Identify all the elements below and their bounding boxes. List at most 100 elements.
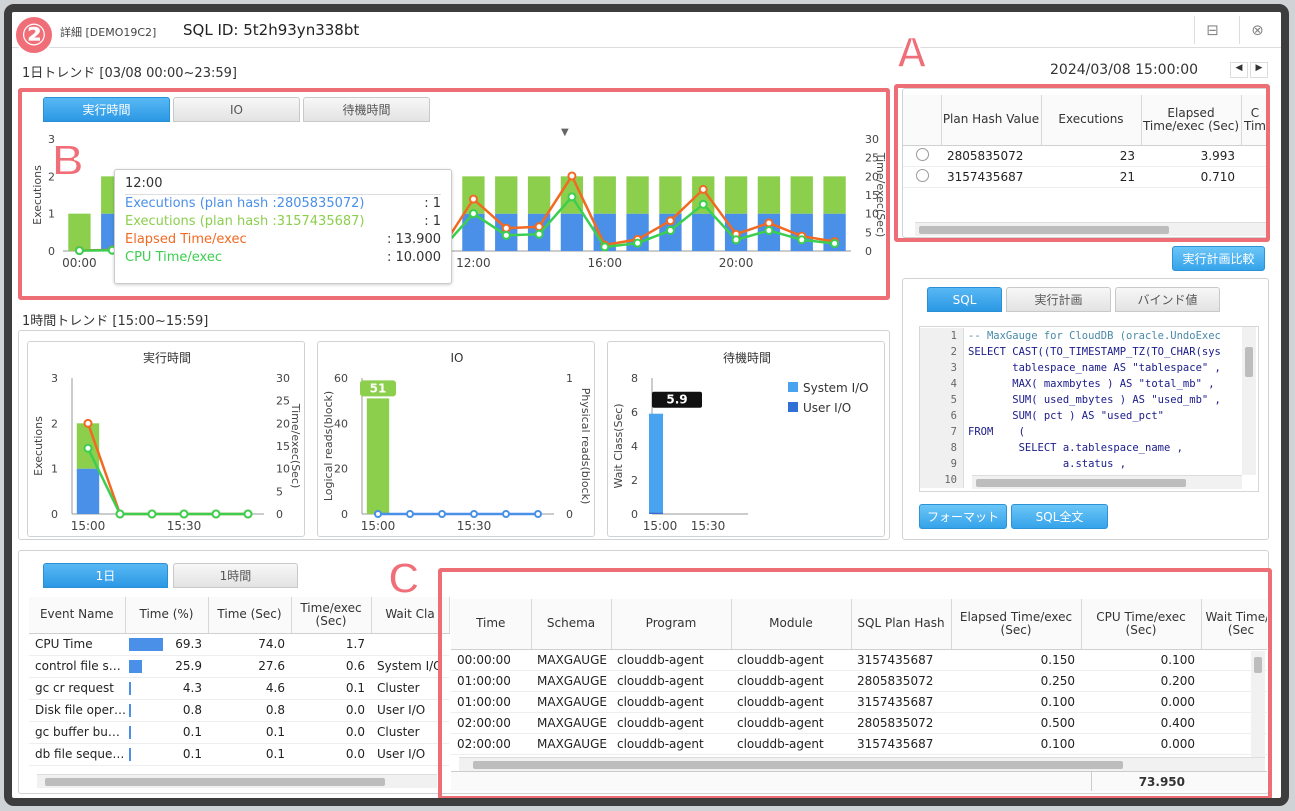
bar-plan-3157435687	[692, 176, 715, 214]
history-cell	[1201, 649, 1267, 671]
history-col-header: CPU Time/exec (Sec)	[1081, 599, 1202, 650]
event-hscrollbar[interactable]	[37, 774, 437, 788]
point-elapsed	[567, 171, 577, 181]
history-row[interactable]: 01:00:00 MAXGAUGE clouddb-agent clouddb-age…	[451, 670, 1267, 692]
radio-button[interactable]	[915, 147, 929, 161]
event-row[interactable]: gc cr request 4.3 4.6 0.1 Cluster	[29, 677, 449, 700]
history-cell	[1201, 691, 1267, 713]
history-row[interactable]: 02:00:00 MAXGAUGE clouddb-agent clouddb-age…	[451, 712, 1267, 734]
col-cpu: C Tim	[1241, 95, 1270, 146]
tab-exec-plan[interactable]: 実行計画	[1006, 287, 1111, 312]
point-cpu	[731, 235, 741, 245]
plan-hscrollbar[interactable]	[915, 222, 1267, 236]
history-cell	[1201, 670, 1267, 692]
y-tick-left: 3	[48, 133, 55, 146]
history-row[interactable]: 02:00:00 MAXGAUGE clouddb-agent clouddb-age…	[451, 733, 1267, 755]
y-tick-right: 10	[276, 463, 290, 476]
event-row[interactable]: db file seque… 0.1 0.1 0.0 User I/O	[29, 743, 449, 766]
tooltip-row-label: Executions (plan hash :3157435687)	[125, 214, 365, 229]
event-pct-value: 69.3	[175, 636, 202, 651]
tab-io[interactable]: IO	[173, 97, 300, 122]
history-hscrollbar[interactable]	[459, 757, 1265, 771]
point-cpu	[633, 238, 643, 248]
code-text: SELECT a.tablespace_name ,	[968, 442, 1183, 454]
event-name-cell: gc cr request	[29, 677, 125, 700]
tooltip-row-label: CPU Time/exec	[125, 250, 222, 265]
tab-1day[interactable]: 1日	[43, 563, 168, 588]
collapse-arrow-icon[interactable]: ▼	[561, 127, 569, 138]
history-table: Time Schema Program Module SQL Plan Hash Elap…	[451, 599, 1267, 755]
col-plan-hash: Plan Hash Value	[941, 95, 1042, 146]
code-text: SUM( used_mbytes ) AS "used_mb" ,	[968, 394, 1221, 406]
bar-plan-3157435687	[659, 176, 682, 214]
sql-full-text-button[interactable]: SQL全文	[1011, 504, 1108, 529]
format-button[interactable]: フォーマット	[919, 504, 1007, 529]
history-cell: 0.150	[951, 649, 1081, 671]
point-elapsed	[764, 218, 774, 228]
history-cell: 3157435687	[851, 733, 951, 755]
history-vscrollbar[interactable]	[1251, 651, 1265, 757]
y-tick-right: 5	[865, 226, 872, 239]
history-cell: clouddb-agent	[611, 649, 731, 671]
line-number: 3	[920, 360, 964, 376]
history-cell: clouddb-agent	[611, 733, 731, 755]
history-row[interactable]: 01:00:00 MAXGAUGE clouddb-agent clouddb-age…	[451, 691, 1267, 713]
plan-row[interactable]: 2805835072 23 3.993	[903, 145, 1269, 167]
bar-logical-reads	[366, 398, 390, 514]
point-elapsed	[534, 222, 544, 232]
tab-1hour[interactable]: 1時間	[173, 563, 298, 588]
y-tick-left: 60	[334, 372, 348, 385]
tab-sql[interactable]: SQL	[927, 287, 1002, 312]
close-icon: ⊗	[1251, 21, 1264, 39]
line-number: 1	[920, 328, 964, 344]
event-pct-value: 0.8	[182, 702, 202, 717]
plan-compare-button[interactable]: 実行計画比較	[1172, 246, 1265, 271]
event-class-cell	[371, 633, 449, 656]
event-row[interactable]: CPU Time 69.3 74.0 1.7	[29, 633, 449, 656]
event-exec-cell: 0.6	[291, 655, 371, 678]
bar-plan-3157435687	[68, 213, 91, 251]
point-elapsed	[501, 223, 511, 233]
plan-row[interactable]: 3157435687 21 0.710	[903, 166, 1269, 188]
plan-hash-cell: 3157435687	[941, 166, 1041, 188]
chart-title: 実行時間	[143, 350, 191, 365]
event-pct-cell: 4.3	[125, 677, 208, 700]
history-row[interactable]: 00:00:00 MAXGAUGE clouddb-agent clouddb-age…	[451, 649, 1267, 671]
event-row[interactable]: control file s… 25.9 27.6 0.6 System I/O	[29, 655, 449, 678]
y-tick-right: 30	[276, 372, 290, 385]
y-tick-left: 0	[51, 508, 58, 521]
event-row[interactable]: Disk file oper… 0.8 0.8 0.0 User I/O	[29, 699, 449, 722]
code-line: 6 SUM( pct ) AS "used_pct"	[920, 408, 1258, 424]
code-line: 4 MAX( maxmbytes ) AS "total_mb" ,	[920, 376, 1258, 392]
sql-vscrollbar[interactable]	[1242, 327, 1256, 475]
y-tick-right: 0	[566, 508, 573, 521]
radio-button[interactable]	[915, 168, 929, 182]
next-button[interactable]: ▶	[1250, 62, 1268, 78]
history-col-header: Program	[611, 599, 732, 650]
tab-wait-time[interactable]: 待機時間	[303, 97, 430, 122]
sql-hscrollbar[interactable]	[972, 475, 1242, 489]
hour-exec-chart: 実行時間 0 1 2 3 Executions 0 5 10 15 20 25 30 Time/exec(…	[32, 350, 302, 533]
code-text: a.status ,	[968, 458, 1127, 470]
prev-button[interactable]: ◀	[1230, 62, 1248, 78]
tab-bind-values[interactable]: バインド値	[1115, 287, 1220, 312]
line-number: 9	[920, 456, 964, 472]
code-line: 2 SELECT CAST((TO_TIMESTAMP_TZ(TO_CHAR(sy…	[920, 344, 1258, 360]
event-row[interactable]: gc buffer bu… 0.1 0.1 0.0 Cluster	[29, 721, 449, 744]
tab-exec-time[interactable]: 実行時間	[43, 97, 170, 122]
col-elapsed: Elapsed Time/exec (Sec)	[1141, 95, 1242, 146]
bar-plan-2805835072	[593, 213, 616, 251]
restore-button[interactable]: ⊟	[1194, 16, 1230, 44]
code-line: 7 FROM (	[920, 424, 1258, 440]
history-col-header: Elapsed Time/exec (Sec)	[951, 599, 1082, 650]
sql-editor[interactable]: 1 -- MaxGauge for CloudDB (oracle.UndoExe…	[919, 326, 1259, 492]
close-button[interactable]: ⊗	[1239, 16, 1275, 44]
event-name-cell: gc buffer bu…	[29, 721, 125, 744]
history-cell: clouddb-agent	[731, 733, 851, 755]
line-number: 2	[920, 344, 964, 360]
x-tick: 12:00	[456, 256, 491, 270]
hour-io-chart-box: IO 0 20 40 60 Logical reads(block) 0 1 Physical …	[317, 341, 595, 537]
history-col-header: Wait Time/e (Sec	[1201, 599, 1267, 650]
point-elapsed	[83, 418, 93, 428]
legend-swatch	[788, 402, 798, 412]
